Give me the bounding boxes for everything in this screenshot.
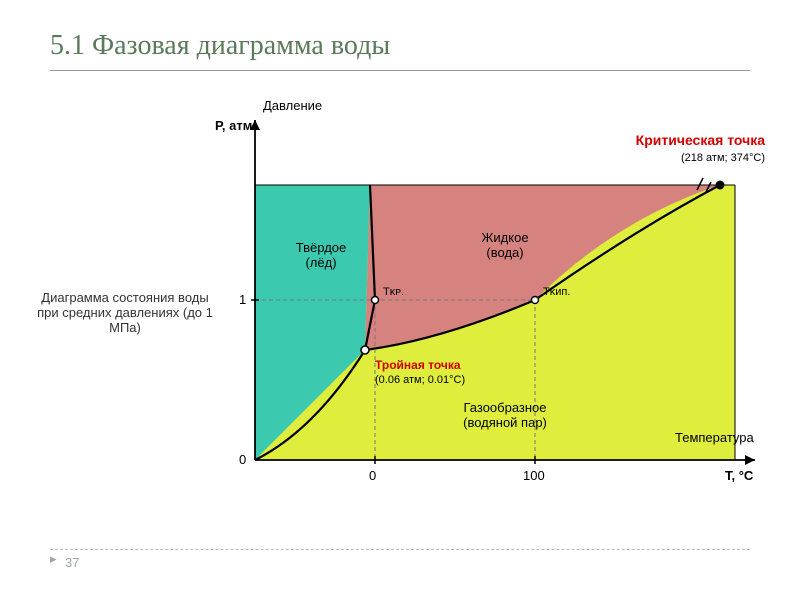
triple-point-coords: (0.06 атм; 0.01°C)	[375, 374, 465, 386]
xtick-label-100: 100	[523, 468, 545, 483]
ytick-label-0: 0	[239, 452, 246, 467]
critical-point-label: Критическая точка	[636, 132, 765, 148]
title-underline	[50, 70, 750, 71]
tkr-label: Тᴋᴘ.	[383, 286, 404, 298]
solid-label-l2: (лёд)	[305, 255, 336, 270]
gas-label-l2: (водяной пар)	[463, 415, 547, 430]
x-label-temperature: Температура	[675, 430, 754, 445]
liquid-label-l2: (вода)	[486, 245, 523, 260]
diagram-caption: Диаграмма состояния воды при средних дав…	[30, 290, 220, 335]
y-label-pressure: Давление	[263, 98, 322, 113]
liquid-label-l1: Жидкое	[481, 230, 528, 245]
page-number: 37	[65, 555, 79, 570]
slide-title: 5.1 Фазовая диаграмма воды	[50, 30, 390, 62]
footer-divider	[50, 549, 750, 550]
xtick-label-0: 0	[369, 468, 376, 483]
phase-diagram: Давление Р, атм 1 0 0 100 Температура T,…	[215, 90, 775, 520]
tkip-label: Тᴋип.	[543, 286, 570, 298]
ytick-label-1: 1	[239, 292, 246, 307]
gas-label-l1: Газообразное	[463, 400, 546, 415]
critical-point-label-block: Критическая точка (218 атм; 374°С)	[585, 132, 765, 164]
solid-label-l1: Твёрдое	[296, 240, 346, 255]
solid-label: Твёрдое (лёд)	[281, 240, 361, 270]
gas-label: Газообразное (водяной пар)	[435, 400, 575, 430]
page-bullet-icon: ▸	[50, 551, 57, 567]
liquid-label: Жидкое (вода)	[465, 230, 545, 260]
triple-point-label: Тройная точка	[375, 358, 461, 372]
y-label-unit: Р, атм	[215, 118, 252, 133]
critical-point-coords: (218 атм; 374°С)	[681, 152, 765, 164]
x-label-unit: T, °C	[725, 468, 753, 483]
triple-point-label-block: Тройная точка (0.06 атм; 0.01°C)	[375, 358, 465, 386]
